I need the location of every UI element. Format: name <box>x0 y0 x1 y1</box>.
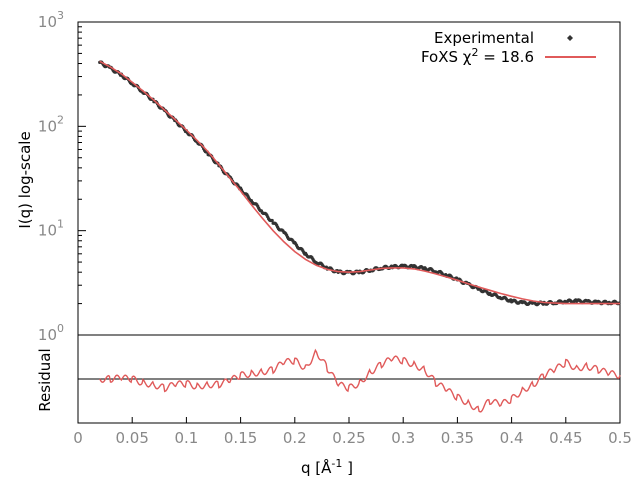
y-tick-label: 103 <box>38 9 64 31</box>
y-tick-label: 102 <box>38 113 64 135</box>
legend-swatch-experimental <box>567 35 573 41</box>
legend: Experimental FoXS χ2 = 18.6 <box>421 29 596 66</box>
x-tick-label: 0.05 <box>115 429 148 447</box>
foxs-fit-line <box>99 60 620 305</box>
y-tick-label: 101 <box>38 218 64 240</box>
y-axis-title: I(q) log-scale <box>16 131 34 228</box>
x-ticks: 0 0.05 0.1 0.15 0.2 0.25 0.3 0.35 0.4 0.45 0.5 <box>73 417 632 447</box>
experimental-point <box>270 218 274 223</box>
x-axis-title: q [Å-1 ] <box>301 457 353 477</box>
x-tick-label: 0.1 <box>174 429 198 447</box>
x-tick-label: 0.15 <box>224 429 257 447</box>
x-tick-label: 0 <box>73 429 83 447</box>
x-tick-label: 0.3 <box>391 429 415 447</box>
residual-series-layer <box>78 348 621 413</box>
main-panel: 100 101 102 103 <box>38 9 621 344</box>
residual-axis-title: Residual <box>36 348 54 411</box>
legend-label-foxs: FoXS χ2 = 18.6 <box>421 46 534 66</box>
y-tick-label: 100 <box>38 322 64 344</box>
x-tick-label: 0.35 <box>441 429 474 447</box>
legend-label-experimental: Experimental <box>434 29 534 47</box>
main-series-layer <box>98 60 621 307</box>
x-tick-label: 0.45 <box>549 429 582 447</box>
residual-line <box>99 348 621 413</box>
x-tick-label: 0.5 <box>608 429 632 447</box>
x-tick-label: 0.4 <box>500 429 524 447</box>
x-tick-label: 0.25 <box>332 429 365 447</box>
x-tick-label: 0.2 <box>283 429 307 447</box>
main-y-ticks: 100 101 102 103 <box>38 9 86 344</box>
